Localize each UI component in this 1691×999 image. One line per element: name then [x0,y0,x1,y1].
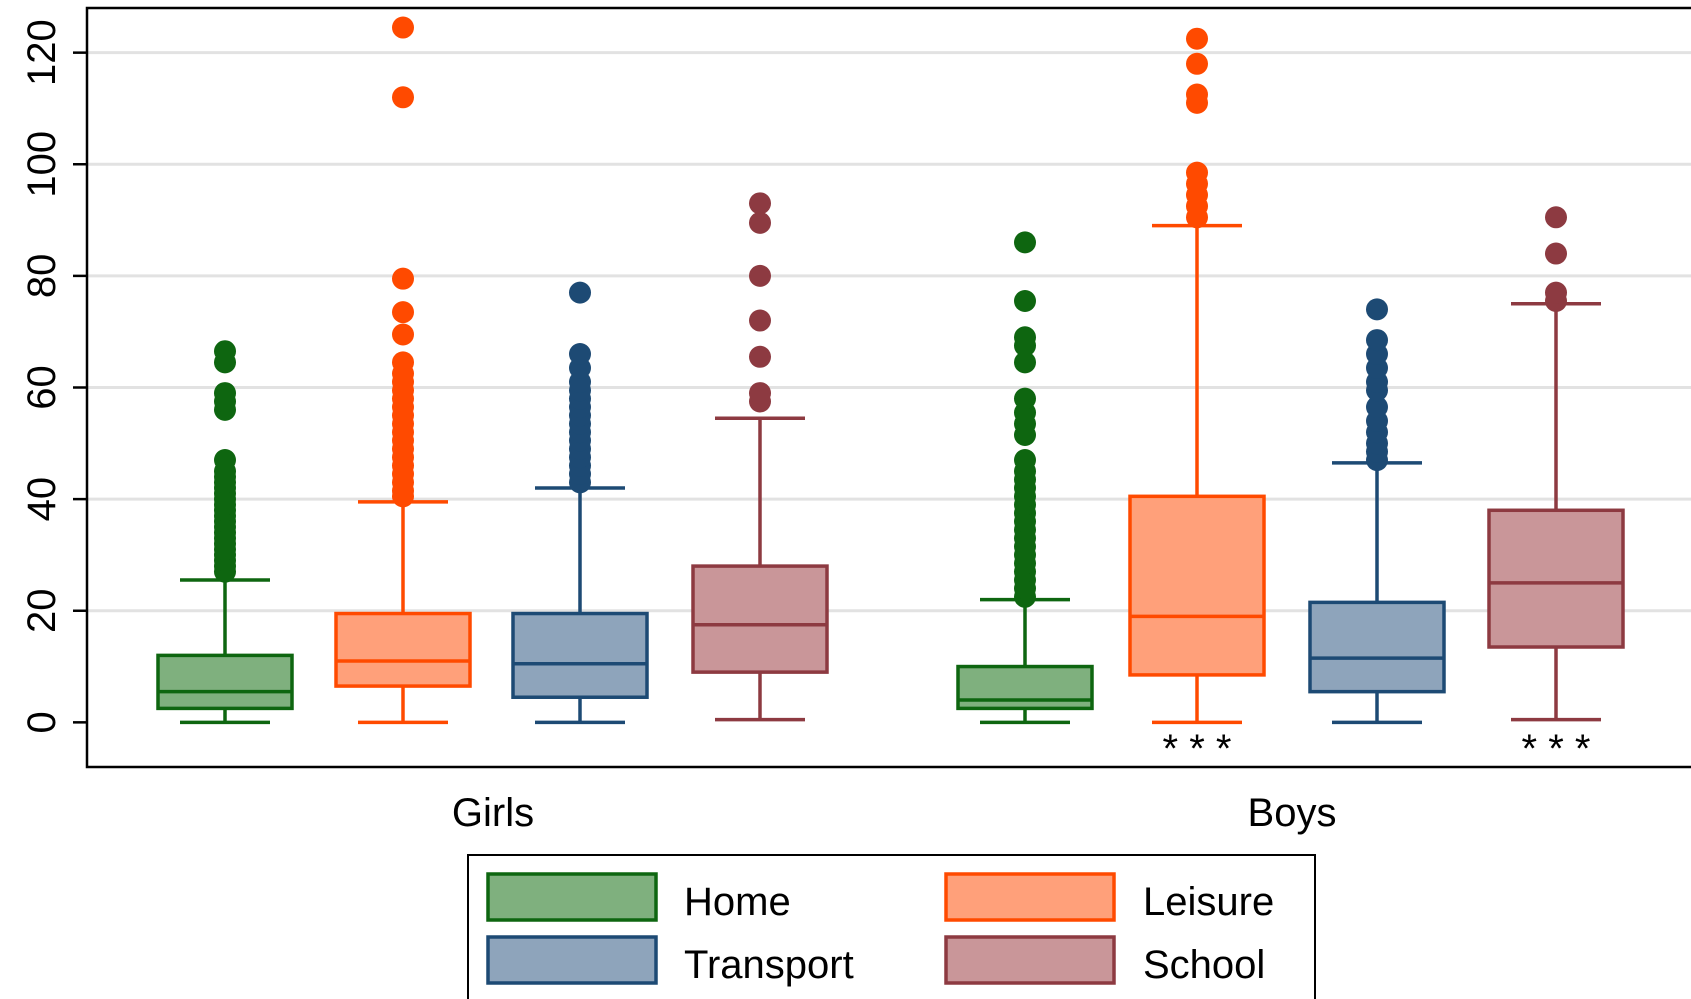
iqr-box [156,653,294,711]
outlier-point [1366,329,1388,352]
y-tick-label: 40 [20,477,64,522]
legend-label: Transport [684,943,854,987]
y-tick-label: 100 [20,131,64,198]
outlier-point [1545,206,1567,229]
outlier-point [392,323,414,346]
outlier-point [749,345,771,368]
outlier-point [569,281,591,304]
legend-swatch [486,935,658,985]
box-plot-leisure [334,16,472,725]
legend-label: Home [684,880,791,924]
iqr-box [1308,600,1446,694]
box-plot-home [156,340,294,725]
box-plot-school [691,192,829,722]
outlier-point [1545,242,1567,265]
y-axis: 0 20 40 60 80 100 120 [20,19,87,733]
y-tick-label: 60 [20,365,64,410]
outlier-point [1014,351,1036,374]
category-label: Girls [452,791,534,835]
legend-label: Leisure [1143,880,1274,924]
legend-label: School [1143,943,1265,987]
box-plot-leisure: * * * [1128,27,1266,771]
outlier-point [392,351,414,374]
outlier-point [1186,83,1208,106]
y-tick-label: 20 [20,588,64,633]
outlier-point [1366,298,1388,321]
outlier-point [749,264,771,287]
outlier-point [1014,387,1036,410]
box-plot-transport [511,281,649,725]
iqr-box [1128,494,1266,677]
outlier-point [1186,52,1208,75]
x-axis-categories: Girls Boys [452,791,1337,835]
box-plot-school: * * * [1487,206,1625,771]
outlier-point [392,301,414,324]
iqr-box [956,664,1094,711]
iqr-box [511,611,649,699]
y-tick-label: 120 [20,19,64,86]
iqr-box [691,564,829,674]
outlier-point [749,382,771,405]
outlier-point [214,382,236,405]
y-tick-label: 0 [20,711,64,733]
legend-swatch [944,935,1116,985]
outlier-point [392,267,414,290]
outlier-point [214,340,236,363]
legend-item-home: Home [486,872,791,924]
legend-item-school: School [944,935,1265,987]
iqr-box [1487,508,1625,649]
box-plot-home [956,231,1094,725]
outlier-point [392,16,414,39]
legend: Home Leisure Transport School [467,854,1316,999]
y-tick-label: 80 [20,254,64,299]
outlier-point [1186,27,1208,50]
legend-swatch [944,872,1116,922]
outlier-point [1014,326,1036,349]
significance-label: * * * [1163,727,1232,771]
iqr-box [334,611,472,688]
outlier-point [1014,449,1036,472]
outlier-point [1014,289,1036,312]
outlier-point [1186,161,1208,184]
legend-swatch [486,872,658,922]
outlier-point [749,309,771,332]
box-plots: * * * * * * [156,16,1625,771]
outlier-point [749,192,771,215]
significance-label: * * * [1522,727,1591,771]
outlier-point [1014,231,1036,254]
outlier-point [1545,281,1567,304]
outlier-point [214,449,236,472]
box-plot-transport [1308,298,1446,725]
outlier-point [749,211,771,234]
legend-item-transport: Transport [486,935,854,987]
category-label: Boys [1248,791,1337,835]
gridlines [87,51,1691,613]
outlier-point [392,86,414,109]
legend-item-leisure: Leisure [944,872,1274,924]
outlier-point [569,343,591,366]
outlier-point [1366,396,1388,419]
